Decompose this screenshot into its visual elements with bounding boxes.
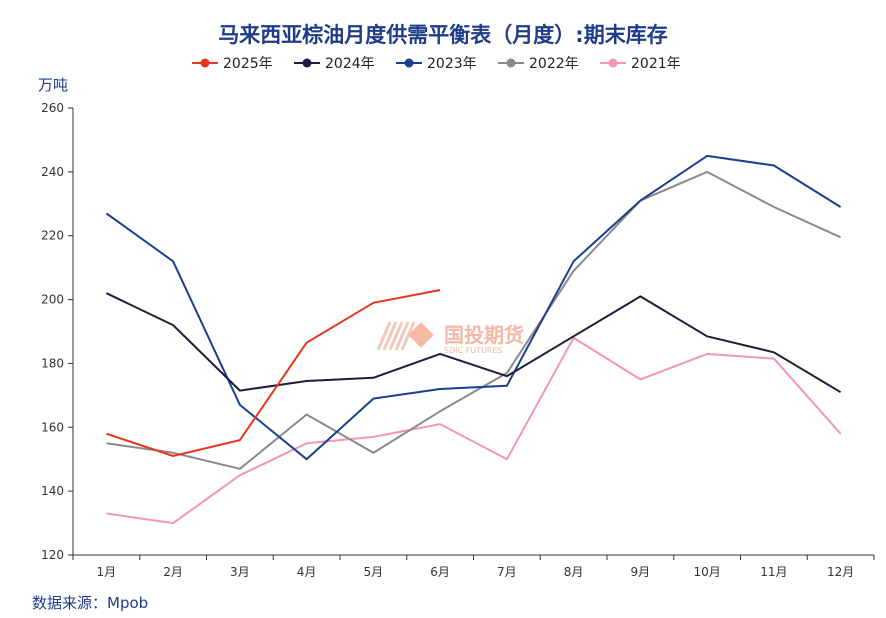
series-layer	[105, 154, 842, 525]
x-tick-label: 2月	[163, 565, 183, 579]
series-line-2024年	[105, 292, 842, 394]
y-tick-label: 260	[41, 101, 64, 115]
x-tick-label: 4月	[297, 565, 317, 579]
x-tick-label: 5月	[364, 565, 384, 579]
x-tick-label: 12月	[827, 565, 854, 579]
x-tick-label: 7月	[497, 565, 517, 579]
x-tick-label: 8月	[564, 565, 584, 579]
series-line-2023年	[105, 154, 842, 461]
legend-marker	[608, 58, 618, 68]
series-line-2025年	[106, 289, 441, 457]
watermark-stripe	[400, 321, 416, 351]
watermark-stripe	[388, 321, 404, 351]
watermark-subtext: SDIC FUTURES	[444, 346, 503, 355]
legend-marker	[404, 58, 414, 68]
x-tick-label: 3月	[230, 565, 250, 579]
x-tick-label: 1月	[97, 565, 117, 579]
watermark-stripe	[376, 321, 392, 351]
legend-label: 2022年	[529, 56, 579, 72]
legend-marker	[302, 58, 312, 68]
chart-title: 马来西亚棕油月度供需平衡表（月度）:期末库存	[218, 23, 667, 47]
data-source-note: 数据来源：Mpob	[32, 594, 148, 612]
legend-label: 2023年	[427, 56, 477, 72]
legend: 2025年 2024年 2023年 2022年 2021年	[192, 56, 681, 72]
y-tick-label: 240	[41, 165, 64, 179]
x-tick-label: 10月	[693, 565, 720, 579]
legend-label: 2021年	[631, 56, 681, 72]
y-tick-label: 140	[41, 484, 64, 498]
watermark-text: 国投期货	[444, 323, 524, 347]
y-tick-label: 220	[41, 229, 64, 243]
series-line-2022年	[106, 170, 842, 470]
axes: 120 140 160 180 200 220 240 260 1月 2月 3月 4月 5月 6月 7月 8月…	[41, 101, 875, 579]
x-tick-label: 11月	[760, 565, 787, 579]
watermark-diamond	[408, 322, 434, 348]
watermark-stripe	[394, 321, 410, 351]
x-tick-label: 9月	[631, 565, 651, 579]
y-tick-label: 160	[41, 420, 64, 434]
legend-label: 2025年	[223, 56, 273, 72]
y-tick-label: 200	[41, 293, 64, 307]
series-line-2021年	[106, 336, 842, 525]
x-tick-label: 6月	[430, 565, 450, 579]
legend-marker	[200, 58, 210, 68]
y-axis-unit-label: 万吨	[38, 76, 68, 94]
watermark-stripe	[382, 321, 398, 351]
y-tick-label: 180	[41, 356, 64, 370]
legend-label: 2024年	[325, 56, 375, 72]
legend-marker	[506, 58, 516, 68]
y-tick-label: 120	[41, 548, 64, 562]
